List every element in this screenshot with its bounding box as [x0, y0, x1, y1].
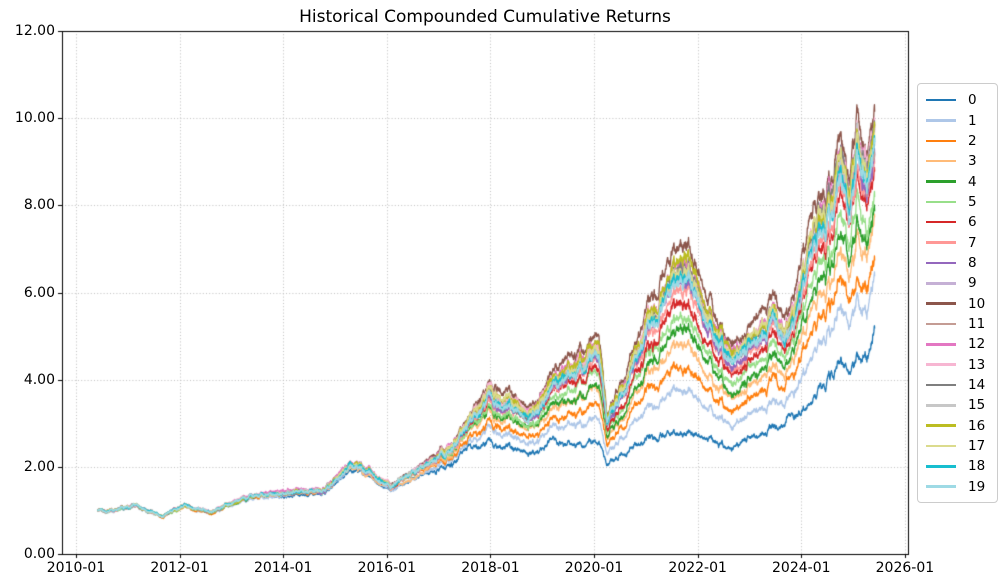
legend-item-5: 5 [926, 192, 997, 212]
legend-item-label: 11 [968, 315, 986, 332]
legend-line-swatch [926, 241, 956, 244]
x-tick-label: 2022-01 [668, 560, 727, 576]
legend-item-label: 8 [968, 254, 977, 271]
legend-line-swatch [926, 404, 956, 407]
legend-item-12: 12 [926, 334, 997, 354]
x-tick-label: 2018-01 [461, 560, 520, 576]
legend-item-label: 1 [968, 112, 977, 129]
legend-item-label: 16 [968, 417, 986, 434]
legend-line-swatch [926, 383, 956, 387]
legend-item-label: 3 [968, 153, 977, 170]
legend-line-swatch [926, 465, 956, 468]
x-tick-label: 2010-01 [46, 560, 106, 576]
legend-item-6: 6 [926, 212, 997, 232]
y-tick-label: 8.00 [23, 197, 55, 214]
legend-item-label: 19 [968, 478, 986, 495]
legend-item-label: 12 [968, 336, 986, 353]
legend-item-13: 13 [926, 354, 997, 374]
legend-item-19: 19 [926, 477, 997, 497]
legend-line-swatch [926, 444, 956, 448]
legend-line-swatch [926, 424, 956, 427]
legend-item-label: 14 [968, 376, 986, 393]
legend-item-label: 7 [968, 234, 977, 251]
legend-line-swatch [926, 302, 956, 305]
legend-item-label: 15 [968, 397, 986, 414]
y-tick-label: 12.00 [14, 23, 55, 39]
legend-item-11: 11 [926, 314, 997, 334]
legend-line-swatch [926, 98, 956, 102]
legend-item-4: 4 [926, 171, 997, 191]
x-tick-label: 2016-01 [357, 560, 417, 576]
x-tick-label: 2012-01 [150, 560, 209, 576]
y-tick-label: 0.00 [23, 546, 55, 562]
y-tick-label: 2.00 [23, 458, 55, 475]
legend-item-17: 17 [926, 436, 997, 456]
legend-item-label: 4 [968, 173, 977, 190]
legend-item-label: 9 [968, 275, 977, 292]
legend-line-swatch [926, 261, 956, 265]
legend-item-1: 1 [926, 110, 997, 130]
legend-item-2: 2 [926, 131, 997, 151]
legend-item-label: 13 [968, 356, 986, 373]
y-tick-label: 4.00 [23, 371, 55, 388]
legend-item-15: 15 [926, 395, 997, 415]
legend-line-swatch [926, 200, 956, 204]
legend-item-7: 7 [926, 232, 997, 252]
legend: 0 1 2 3 4 5 6 7 8 9 10 11 12 13 14 15 16 17 18 19 [917, 83, 998, 503]
legend-item-label: 17 [968, 438, 986, 455]
legend-line-swatch [926, 322, 956, 326]
legend-item-0: 0 [926, 90, 997, 110]
x-tick-label: 2014-01 [253, 560, 313, 576]
y-tick-label: 10.00 [14, 110, 55, 127]
legend-line-swatch [926, 485, 956, 488]
legend-item-label: 5 [968, 193, 977, 210]
legend-item-label: 10 [968, 295, 986, 312]
legend-item-14: 14 [926, 375, 997, 395]
x-tick-label: 2026-01 [875, 560, 935, 576]
legend-line-swatch [926, 159, 956, 163]
legend-line-swatch [926, 139, 956, 143]
legend-line-swatch [926, 119, 956, 122]
y-tick-label: 6.00 [23, 284, 55, 301]
legend-line-swatch [926, 363, 956, 366]
legend-line-swatch [926, 343, 956, 346]
legend-item-10: 10 [926, 293, 997, 313]
legend-item-18: 18 [926, 456, 997, 476]
legend-item-3: 3 [926, 151, 997, 171]
chart-title: Historical Compounded Cumulative Returns [299, 7, 671, 27]
x-tick-label: 2024-01 [772, 560, 831, 576]
legend-item-label: 0 [968, 92, 977, 109]
legend-line-swatch [926, 220, 956, 224]
legend-line-swatch [926, 282, 956, 285]
x-tick-label: 2020-01 [564, 560, 624, 576]
legend-item-16: 16 [926, 416, 997, 436]
legend-item-label: 2 [968, 132, 977, 149]
legend-item-8: 8 [926, 253, 997, 273]
legend-item-9: 9 [926, 273, 997, 293]
legend-item-label: 6 [968, 214, 977, 231]
legend-line-swatch [926, 180, 956, 183]
legend-item-label: 18 [968, 458, 986, 475]
